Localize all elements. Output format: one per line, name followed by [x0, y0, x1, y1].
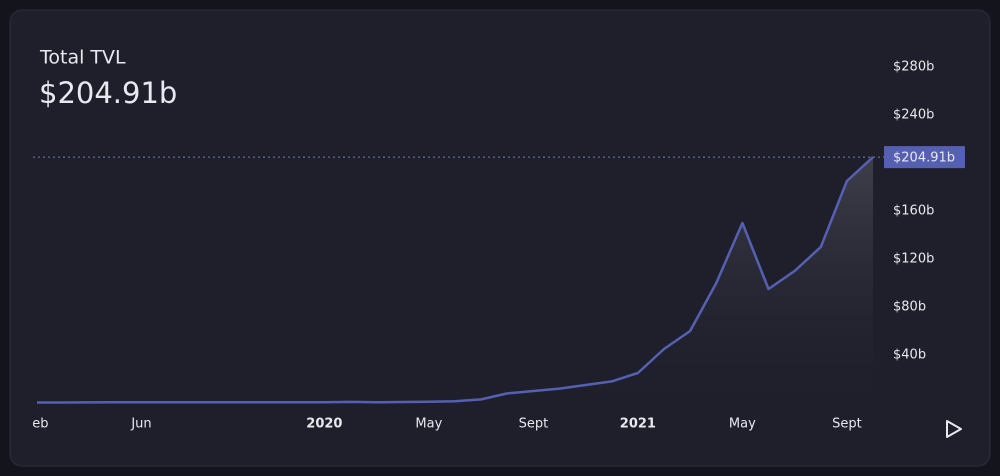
y-tick-label: $120b	[893, 252, 934, 267]
chart-title: Total TVL	[39, 47, 126, 69]
tvl-line	[37, 156, 874, 404]
headline-value: $204.91b	[39, 76, 177, 110]
play-button[interactable]	[946, 420, 962, 438]
x-tick-label: 2020	[306, 417, 342, 432]
x-tick-label: May	[415, 417, 442, 432]
x-tick-label: Sept	[832, 417, 862, 432]
x-tick-label: Feb	[25, 417, 48, 432]
x-tick-label: Jun	[130, 417, 151, 432]
y-tick-label: $280b	[893, 60, 934, 75]
y-tick-label: $80b	[893, 300, 926, 315]
x-tick-label: Sept	[519, 417, 549, 432]
y-tick-label: $40b	[893, 348, 926, 363]
y-tick-label: $160b	[893, 204, 934, 219]
x-tick-label: May	[729, 417, 756, 432]
area-fill	[37, 157, 873, 403]
y-tick-label: $240b	[893, 108, 934, 123]
current-value-box	[884, 146, 965, 169]
x-tick-label: 2021	[620, 417, 656, 432]
current-value-label: $204.91b	[893, 151, 955, 166]
